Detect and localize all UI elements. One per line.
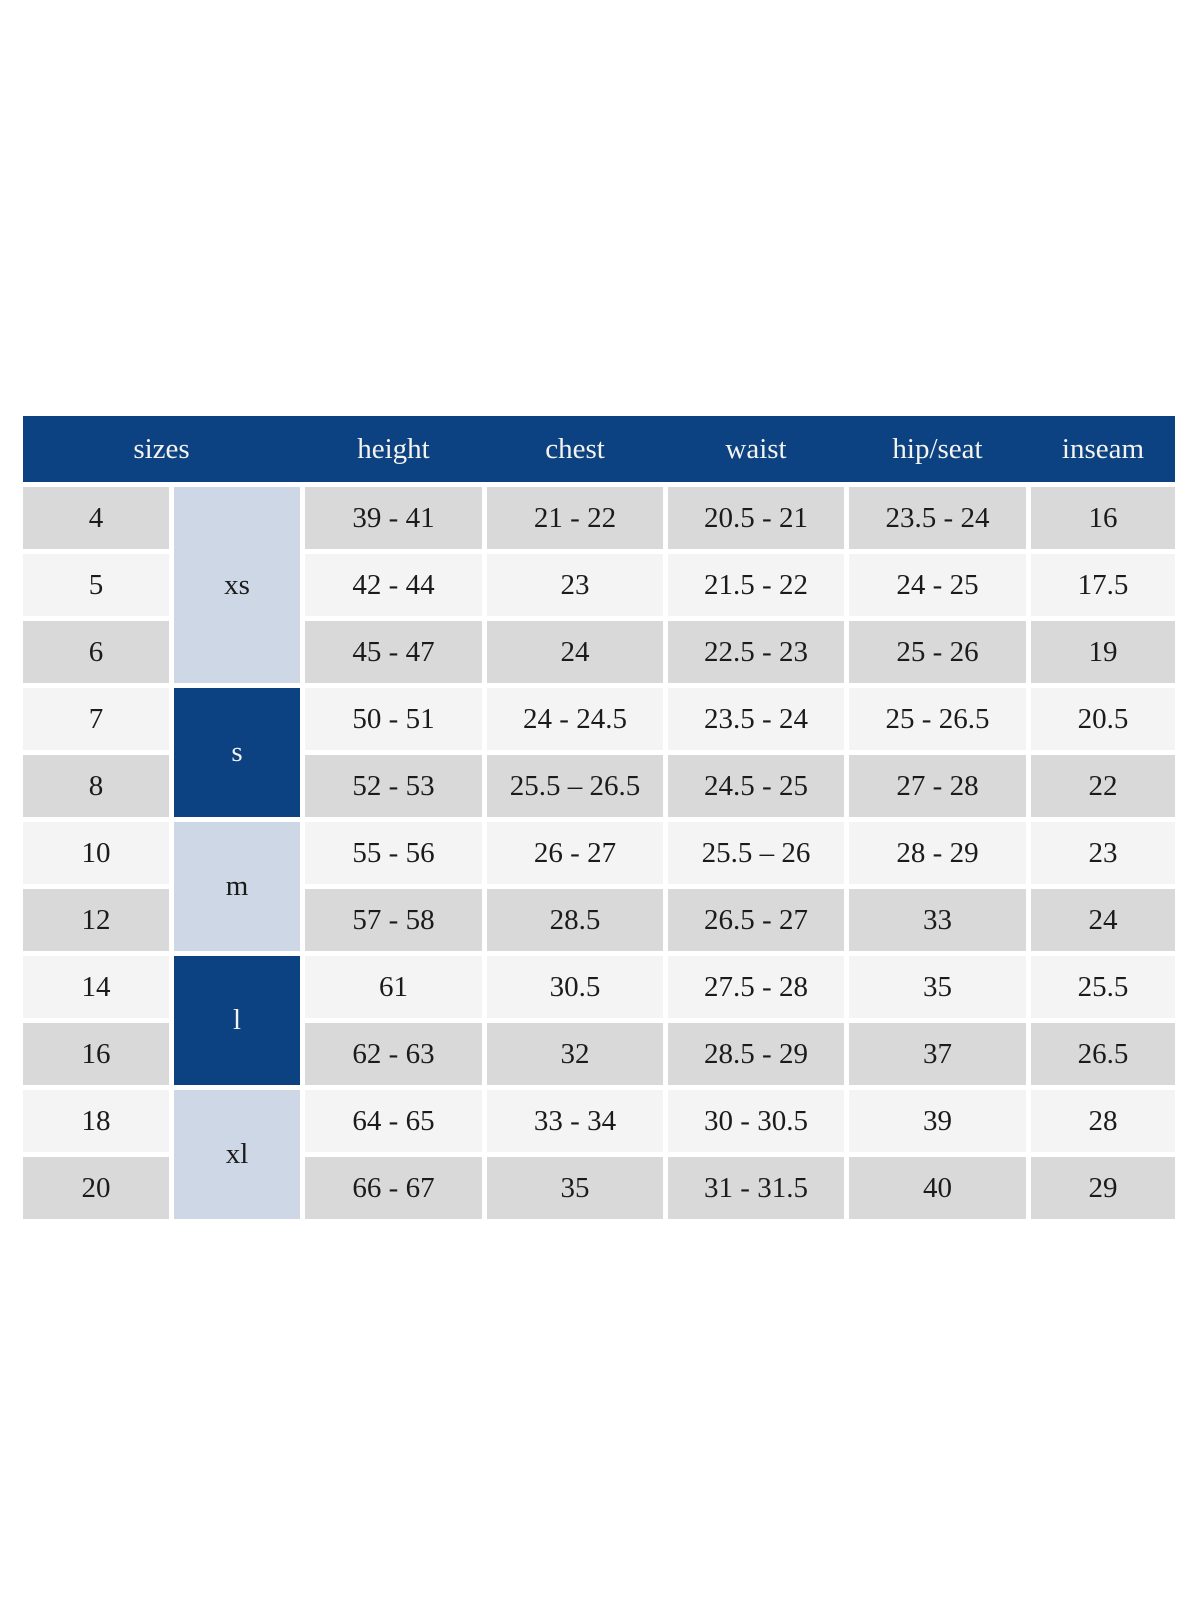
hip-seat-cell: 24 - 25 [849, 554, 1026, 616]
hip-seat-cell: 27 - 28 [849, 755, 1026, 817]
hip-seat-cell: 23.5 - 24 [849, 487, 1026, 549]
size-group-cell-l: l [174, 956, 300, 1085]
inseam-cell: 24 [1031, 889, 1175, 951]
size-cell: 14 [23, 956, 169, 1018]
size-cell: 20 [23, 1157, 169, 1219]
chest-cell: 33 - 34 [487, 1090, 663, 1152]
waist-cell: 26.5 - 27 [668, 889, 844, 951]
chest-cell: 21 - 22 [487, 487, 663, 549]
inseam-cell: 20.5 [1031, 688, 1175, 750]
size-cell: 8 [23, 755, 169, 817]
column-header-sizes: sizes [133, 432, 190, 465]
column-header-height: height [357, 432, 430, 465]
height-cell: 62 - 63 [305, 1023, 482, 1085]
column-header-chest: chest [545, 432, 605, 465]
height-cell: 61 [305, 956, 482, 1018]
size-group-cell-xl: xl [174, 1090, 300, 1219]
chest-cell: 23 [487, 554, 663, 616]
inseam-cell: 17.5 [1031, 554, 1175, 616]
inseam-cell: 16 [1031, 487, 1175, 549]
waist-cell: 30 - 30.5 [668, 1090, 844, 1152]
chest-cell: 26 - 27 [487, 822, 663, 884]
waist-cell: 27.5 - 28 [668, 956, 844, 1018]
size-cell: 12 [23, 889, 169, 951]
height-cell: 57 - 58 [305, 889, 482, 951]
hip-seat-cell: 25 - 26 [849, 621, 1026, 683]
chest-cell: 28.5 [487, 889, 663, 951]
inseam-cell: 29 [1031, 1157, 1175, 1219]
column-header-inseam: inseam [1061, 432, 1145, 465]
waist-cell: 24.5 - 25 [668, 755, 844, 817]
size-cell: 18 [23, 1090, 169, 1152]
hip-seat-cell: 35 [849, 956, 1026, 1018]
chest-cell: 25.5 – 26.5 [487, 755, 663, 817]
waist-cell: 25.5 – 26 [668, 822, 844, 884]
hip-seat-cell: 40 [849, 1157, 1026, 1219]
size-cell: 16 [23, 1023, 169, 1085]
size-chart-table: sizes height chest waist hip/seat inseam… [23, 416, 1175, 1219]
hip-seat-cell: 39 [849, 1090, 1026, 1152]
hip-seat-cell: 25 - 26.5 [849, 688, 1026, 750]
inseam-cell: 28 [1031, 1090, 1175, 1152]
size-group-cell-s: s [174, 688, 300, 817]
hip-seat-cell: 33 [849, 889, 1026, 951]
hip-seat-cell: 28 - 29 [849, 822, 1026, 884]
hip-seat-cell: 37 [849, 1023, 1026, 1085]
waist-cell: 21.5 - 22 [668, 554, 844, 616]
inseam-cell: 25.5 [1031, 956, 1175, 1018]
chest-cell: 30.5 [487, 956, 663, 1018]
chest-cell: 24 - 24.5 [487, 688, 663, 750]
table-header-row: sizes height chest waist hip/seat inseam [23, 416, 1175, 482]
height-cell: 42 - 44 [305, 554, 482, 616]
table-body: xs s m l xl 4 39 - 41 21 - 22 20.5 - 21 … [23, 487, 1175, 1219]
inseam-cell: 23 [1031, 822, 1175, 884]
size-cell: 7 [23, 688, 169, 750]
waist-cell: 31 - 31.5 [668, 1157, 844, 1219]
size-group-cell-xs: xs [174, 487, 300, 683]
height-cell: 52 - 53 [305, 755, 482, 817]
inseam-cell: 22 [1031, 755, 1175, 817]
inseam-cell: 26.5 [1031, 1023, 1175, 1085]
waist-cell: 28.5 - 29 [668, 1023, 844, 1085]
waist-cell: 23.5 - 24 [668, 688, 844, 750]
height-cell: 66 - 67 [305, 1157, 482, 1219]
size-group-cell-m: m [174, 822, 300, 951]
height-cell: 64 - 65 [305, 1090, 482, 1152]
waist-cell: 20.5 - 21 [668, 487, 844, 549]
chest-cell: 24 [487, 621, 663, 683]
chest-cell: 35 [487, 1157, 663, 1219]
height-cell: 45 - 47 [305, 621, 482, 683]
waist-cell: 22.5 - 23 [668, 621, 844, 683]
column-header-waist: waist [725, 432, 787, 465]
column-header-hip-seat: hip/seat [892, 432, 983, 465]
height-cell: 55 - 56 [305, 822, 482, 884]
height-cell: 39 - 41 [305, 487, 482, 549]
chest-cell: 32 [487, 1023, 663, 1085]
size-cell: 4 [23, 487, 169, 549]
size-cell: 5 [23, 554, 169, 616]
size-cell: 6 [23, 621, 169, 683]
size-cell: 10 [23, 822, 169, 884]
height-cell: 50 - 51 [305, 688, 482, 750]
inseam-cell: 19 [1031, 621, 1175, 683]
